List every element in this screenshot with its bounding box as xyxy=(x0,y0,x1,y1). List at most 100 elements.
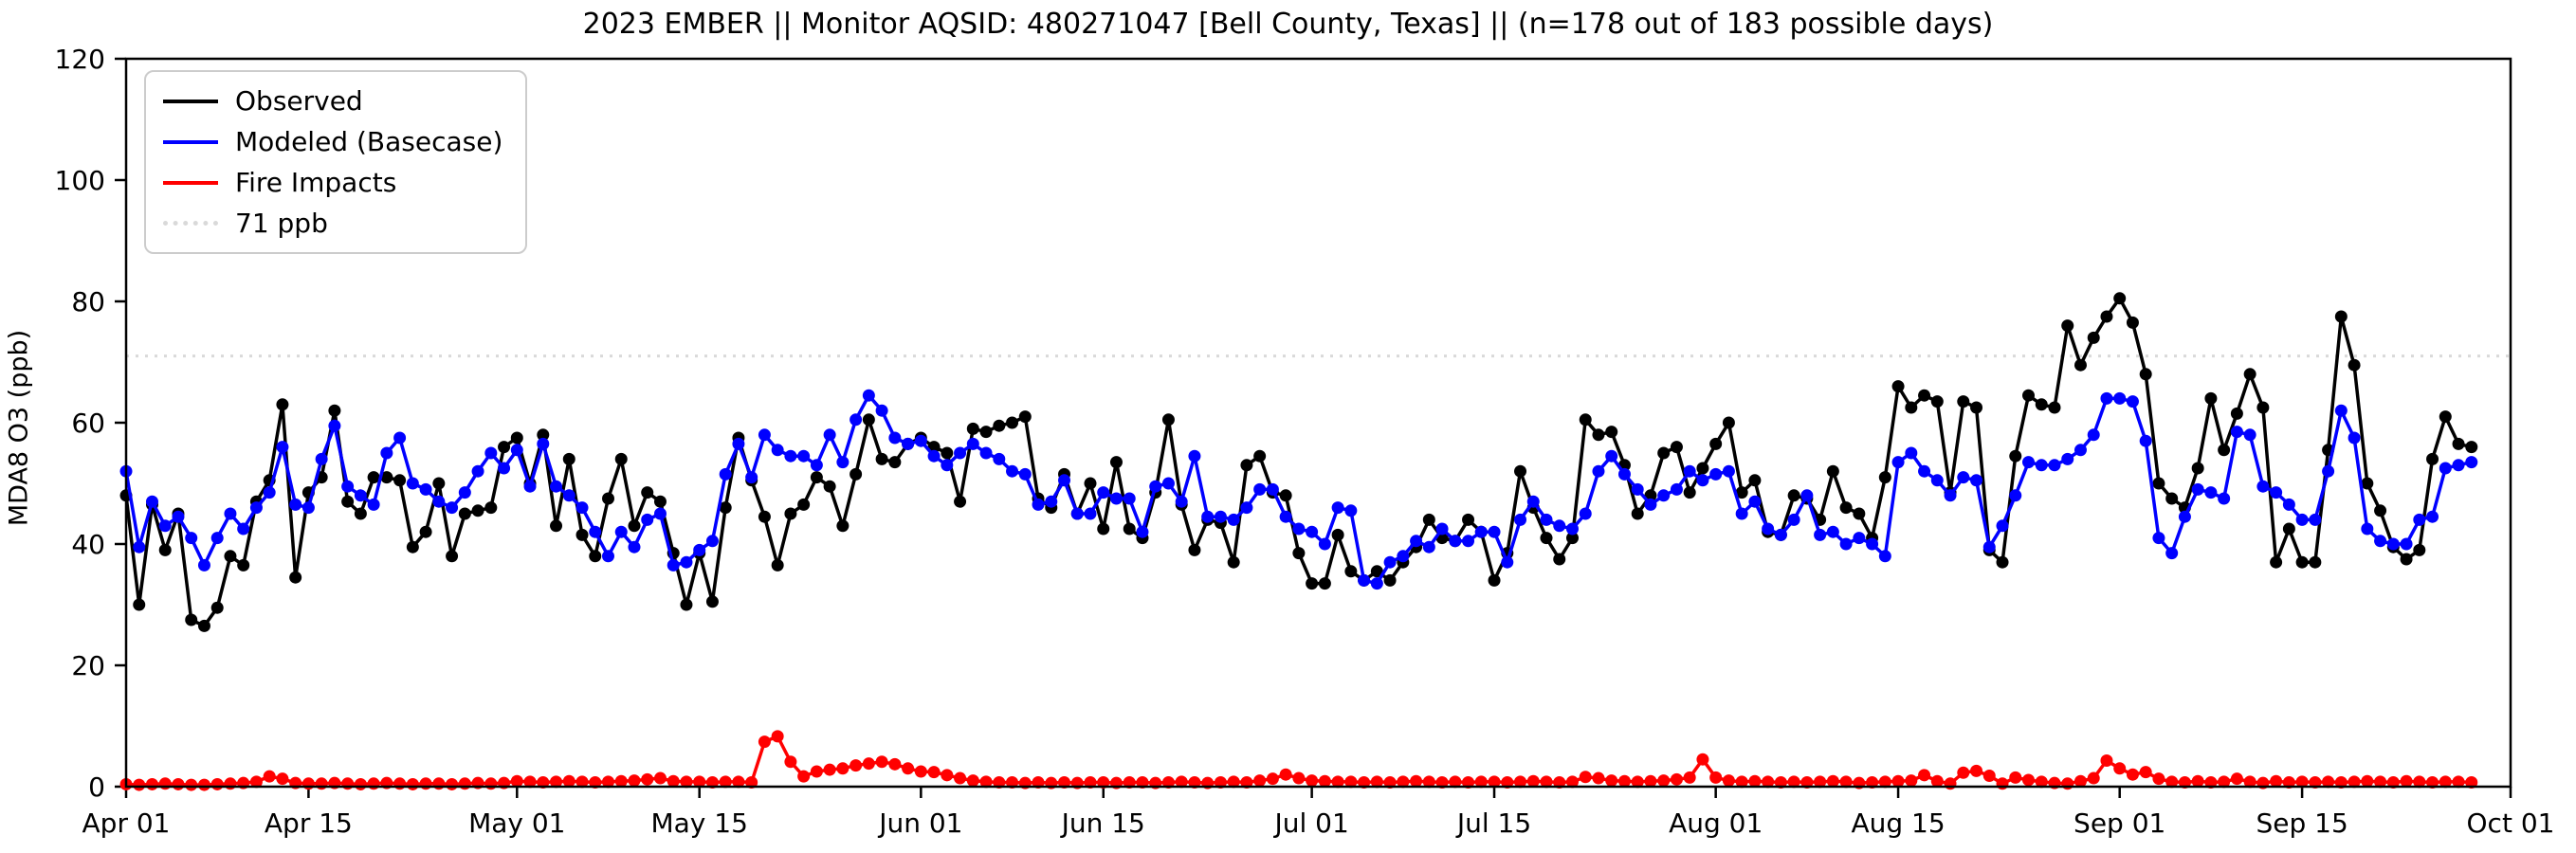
fire-impacts-point xyxy=(601,775,614,789)
modeled-basecase--point xyxy=(1123,492,1136,505)
fire-impacts-point xyxy=(954,771,967,785)
x-tick-label-jun-01: Jun 01 xyxy=(877,808,962,839)
observed-point xyxy=(158,543,172,556)
modeled-basecase--point xyxy=(328,419,341,432)
observed-point xyxy=(1006,416,1019,429)
modeled-basecase--point xyxy=(145,495,158,508)
observed-point xyxy=(1240,459,1253,472)
observed-point xyxy=(979,426,993,439)
fire-impacts-point xyxy=(1996,777,2009,790)
fire-impacts-point xyxy=(979,775,993,789)
fire-impacts-point xyxy=(562,774,575,788)
observed-point xyxy=(2152,477,2165,490)
modeled-basecase--point xyxy=(2074,444,2087,457)
modeled-basecase--point xyxy=(380,446,393,460)
modeled-basecase--point xyxy=(419,482,432,496)
fire-impacts-point xyxy=(1826,774,1839,788)
observed-point xyxy=(1161,413,1175,426)
modeled-basecase--point xyxy=(510,444,523,457)
observed-point xyxy=(1227,555,1240,569)
observed-point xyxy=(446,550,459,563)
fire-impacts-point xyxy=(2348,775,2361,789)
legend-swatch xyxy=(163,139,218,144)
modeled-basecase--point xyxy=(1787,513,1800,526)
modeled-basecase--point xyxy=(601,550,614,563)
observed-point xyxy=(1370,565,1383,578)
modeled-basecase--point xyxy=(1735,507,1748,520)
fire-impacts-point xyxy=(927,766,941,779)
fire-impacts-point xyxy=(1696,753,1709,766)
modeled-basecase--point xyxy=(237,522,250,535)
fire-impacts-point xyxy=(1474,775,1488,789)
modeled-basecase--point xyxy=(1201,510,1215,523)
modeled-basecase--point xyxy=(263,486,276,499)
observed-point xyxy=(771,558,784,572)
observed-point xyxy=(2009,449,2022,463)
modeled-basecase--point xyxy=(2334,404,2348,417)
fire-impacts-point xyxy=(850,759,863,772)
fire-impacts-point xyxy=(249,775,263,789)
fire-impacts-point xyxy=(1970,764,1983,777)
fire-impacts-point xyxy=(2100,753,2113,767)
modeled-basecase--point xyxy=(1696,474,1709,487)
fire-impacts-point xyxy=(1175,775,1188,789)
modeled-basecase--point xyxy=(1084,507,1097,520)
observed-point xyxy=(1592,428,1605,442)
modeled-basecase--point xyxy=(653,507,667,520)
fire-impacts-point xyxy=(628,774,641,788)
fire-impacts-point xyxy=(432,777,446,790)
modeled-basecase--point xyxy=(1709,467,1723,481)
fire-impacts-point xyxy=(1787,775,1800,789)
observed-point xyxy=(2035,398,2048,411)
observed-point xyxy=(471,504,484,517)
legend-label: Observed xyxy=(235,85,363,117)
x-tick-label-apr-01: Apr 01 xyxy=(82,808,171,839)
modeled-basecase--point xyxy=(367,498,380,511)
fire-impacts-point xyxy=(1370,775,1383,789)
fire-impacts-point xyxy=(1891,774,1905,788)
modeled-basecase--point xyxy=(836,456,850,469)
fire-impacts-point xyxy=(1839,775,1853,789)
modeled-basecase--point xyxy=(784,449,797,463)
observed-point xyxy=(993,419,1006,432)
legend-label: Fire Impacts xyxy=(235,167,397,198)
observed-point xyxy=(1188,543,1201,556)
fire-impacts-point xyxy=(1592,771,1605,785)
observed-point xyxy=(1097,522,1110,535)
fire-impacts-point xyxy=(1253,774,1267,788)
observed-point xyxy=(1488,573,1501,587)
modeled-basecase--point xyxy=(432,495,446,508)
observed-point xyxy=(2087,331,2100,344)
fire-impacts-point xyxy=(719,775,732,789)
observed-point xyxy=(133,598,146,611)
observed-point xyxy=(2439,410,2452,424)
modeled-basecase--point xyxy=(406,477,419,490)
modeled-basecase--point xyxy=(2413,513,2426,526)
modeled-basecase--point xyxy=(628,540,641,554)
observed-point xyxy=(1605,426,1618,439)
modeled-basecase--point xyxy=(862,389,875,402)
modeled-basecase--point xyxy=(458,486,471,499)
observed-point xyxy=(862,413,875,426)
modeled-basecase--point xyxy=(1930,474,1944,487)
modeled-basecase--point xyxy=(2230,426,2243,439)
modeled-basecase--point xyxy=(1358,573,1371,587)
observed-point xyxy=(1787,489,1800,502)
observed-point xyxy=(653,495,667,508)
observed-point xyxy=(1996,555,2009,569)
fire-impacts-point xyxy=(2087,771,2100,785)
fire-impacts-point xyxy=(1266,772,1279,786)
observed-point xyxy=(1905,401,1918,414)
modeled-basecase--point xyxy=(550,480,563,493)
observed-point xyxy=(2048,401,2061,414)
modeled-basecase--point xyxy=(158,519,172,533)
modeled-basecase--point xyxy=(1657,489,1671,502)
y-tick-label: 40 xyxy=(71,529,105,560)
fire-impacts-point xyxy=(680,775,693,789)
modeled-basecase--point xyxy=(2113,391,2127,405)
modeled-basecase--point xyxy=(1240,501,1253,515)
modeled-basecase--point xyxy=(2191,482,2204,496)
modeled-basecase--point xyxy=(2439,462,2452,475)
fire-impacts-point xyxy=(836,762,850,775)
x-tick-label-jul-15: Jul 15 xyxy=(1455,808,1531,839)
